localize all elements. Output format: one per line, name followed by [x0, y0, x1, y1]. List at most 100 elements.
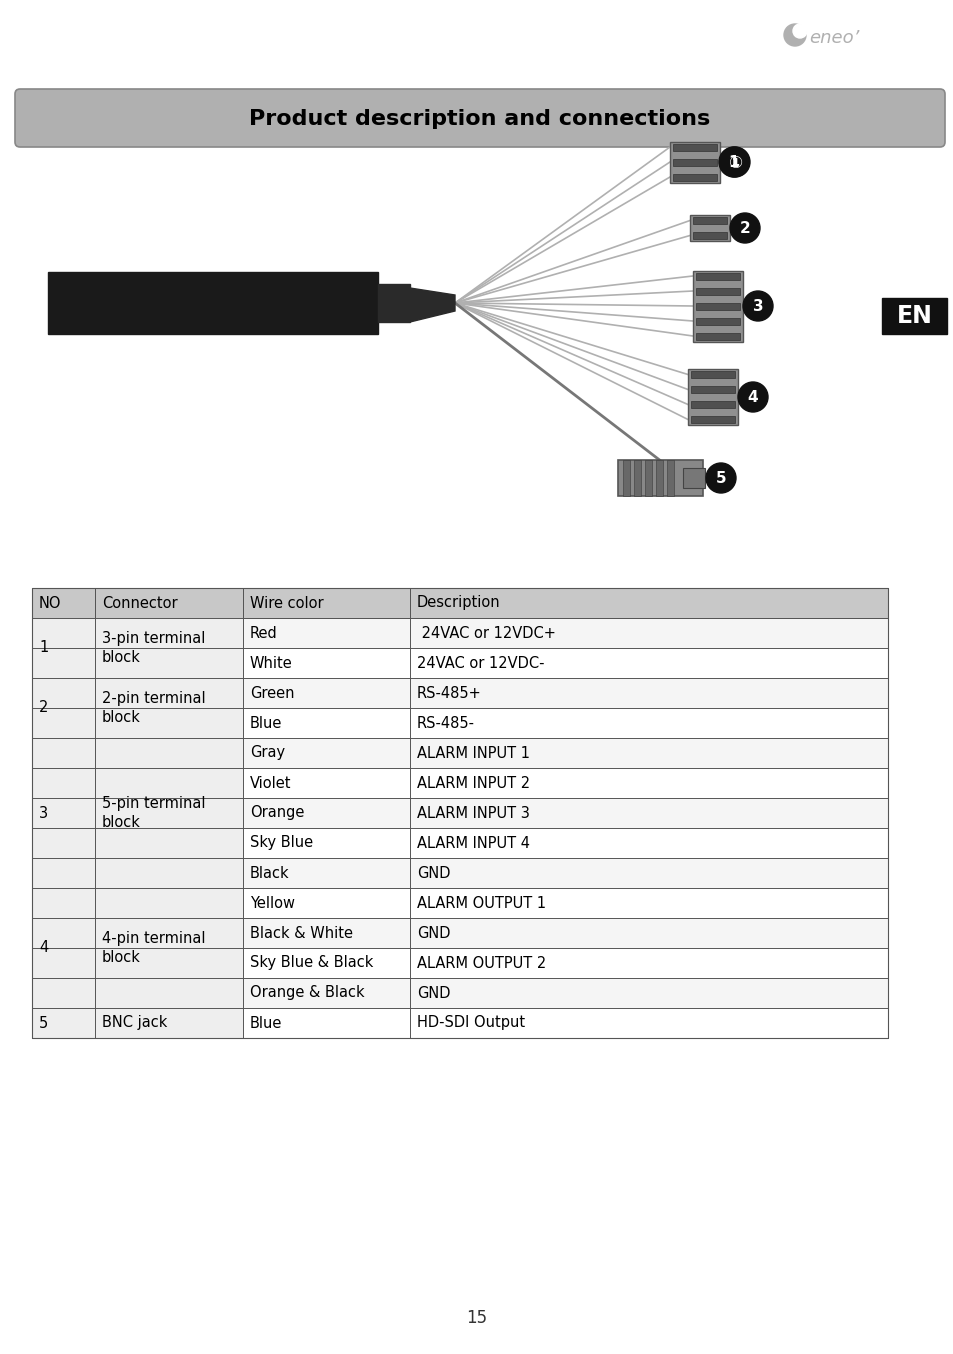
- Text: 4: 4: [747, 390, 758, 405]
- Text: Blue: Blue: [250, 1016, 282, 1030]
- Bar: [95, 588, 243, 617]
- Circle shape: [742, 291, 772, 321]
- Bar: [696, 287, 740, 295]
- Bar: [692, 271, 742, 341]
- Text: Violet: Violet: [250, 776, 292, 791]
- Bar: [32, 829, 887, 858]
- Text: ALARM INPUT 2: ALARM INPUT 2: [416, 776, 530, 791]
- Bar: [32, 918, 887, 948]
- Bar: [696, 317, 740, 325]
- Text: Product description and connections: Product description and connections: [249, 110, 710, 129]
- Circle shape: [792, 24, 806, 38]
- Bar: [690, 401, 734, 408]
- Text: 4: 4: [39, 941, 49, 956]
- Polygon shape: [410, 288, 455, 322]
- Bar: [690, 371, 734, 378]
- Text: 2: 2: [39, 700, 49, 715]
- Text: 24VAC or 12VDC+: 24VAC or 12VDC+: [416, 626, 556, 640]
- Bar: [32, 888, 95, 1007]
- Text: Orange & Black: Orange & Black: [250, 986, 364, 1001]
- Bar: [696, 333, 740, 340]
- Text: Orange: Orange: [250, 806, 304, 821]
- Bar: [32, 617, 887, 649]
- Bar: [32, 678, 95, 738]
- Bar: [622, 460, 629, 496]
- Text: 4-pin terminal
block: 4-pin terminal block: [102, 932, 205, 965]
- Bar: [410, 588, 887, 617]
- Circle shape: [738, 382, 767, 412]
- FancyBboxPatch shape: [15, 89, 944, 148]
- Bar: [32, 768, 887, 798]
- Circle shape: [719, 148, 748, 177]
- Bar: [32, 588, 95, 617]
- Bar: [634, 460, 640, 496]
- Text: GND: GND: [416, 986, 450, 1001]
- Bar: [32, 798, 887, 829]
- Text: Red: Red: [250, 626, 277, 640]
- Text: 2: 2: [739, 221, 750, 236]
- Circle shape: [729, 213, 760, 242]
- Text: NO: NO: [39, 596, 61, 611]
- Circle shape: [783, 24, 805, 46]
- Text: Description: Description: [416, 596, 500, 611]
- Bar: [95, 738, 243, 888]
- Bar: [32, 1007, 95, 1039]
- Text: 2-pin terminal
block: 2-pin terminal block: [102, 691, 206, 724]
- Text: RS-485+: RS-485+: [416, 685, 481, 700]
- Text: 1: 1: [39, 640, 49, 655]
- Text: Black & White: Black & White: [250, 926, 353, 941]
- Text: Green: Green: [250, 685, 294, 700]
- Text: 1: 1: [728, 154, 739, 171]
- Bar: [95, 888, 243, 1007]
- Text: ALARM OUTPUT 2: ALARM OUTPUT 2: [416, 956, 546, 971]
- Bar: [32, 617, 95, 678]
- Bar: [666, 460, 673, 496]
- Bar: [95, 1007, 243, 1039]
- Text: 15: 15: [466, 1309, 487, 1327]
- Bar: [687, 370, 738, 425]
- Bar: [32, 708, 887, 738]
- Text: ALARM INPUT 4: ALARM INPUT 4: [416, 835, 530, 850]
- Text: Yellow: Yellow: [250, 895, 294, 910]
- Bar: [32, 1007, 887, 1039]
- Bar: [696, 302, 740, 310]
- Text: ALARM OUTPUT 1: ALARM OUTPUT 1: [416, 895, 545, 910]
- Bar: [656, 460, 662, 496]
- Text: Black: Black: [250, 865, 290, 880]
- Bar: [32, 738, 887, 768]
- Bar: [672, 173, 717, 180]
- Text: 3-pin terminal
block: 3-pin terminal block: [102, 631, 205, 665]
- Bar: [692, 217, 726, 223]
- Bar: [32, 649, 887, 678]
- Circle shape: [720, 148, 749, 177]
- Bar: [669, 142, 720, 183]
- Bar: [618, 460, 702, 496]
- Text: eneo’: eneo’: [808, 28, 859, 47]
- Text: Blue: Blue: [250, 715, 282, 731]
- Text: 5-pin terminal
block: 5-pin terminal block: [102, 796, 205, 830]
- Bar: [48, 272, 377, 334]
- Bar: [882, 298, 946, 334]
- Text: Connector: Connector: [102, 596, 177, 611]
- Bar: [32, 978, 887, 1007]
- Bar: [644, 460, 651, 496]
- Bar: [32, 588, 887, 1039]
- Text: HD-SDI Output: HD-SDI Output: [416, 1016, 524, 1030]
- Bar: [95, 617, 243, 678]
- Text: RS-485-: RS-485-: [416, 715, 475, 731]
- Text: ALARM INPUT 1: ALARM INPUT 1: [416, 746, 530, 761]
- Text: GND: GND: [416, 865, 450, 880]
- Bar: [696, 272, 740, 279]
- Bar: [690, 386, 734, 393]
- Bar: [692, 232, 726, 240]
- Bar: [32, 858, 887, 888]
- Bar: [377, 284, 410, 322]
- Text: EN: EN: [896, 305, 932, 328]
- Bar: [95, 678, 243, 738]
- Text: BNC jack: BNC jack: [102, 1016, 167, 1030]
- Text: 5: 5: [715, 471, 725, 486]
- Bar: [672, 144, 717, 150]
- Bar: [682, 468, 704, 487]
- Bar: [32, 888, 887, 918]
- Text: GND: GND: [416, 926, 450, 941]
